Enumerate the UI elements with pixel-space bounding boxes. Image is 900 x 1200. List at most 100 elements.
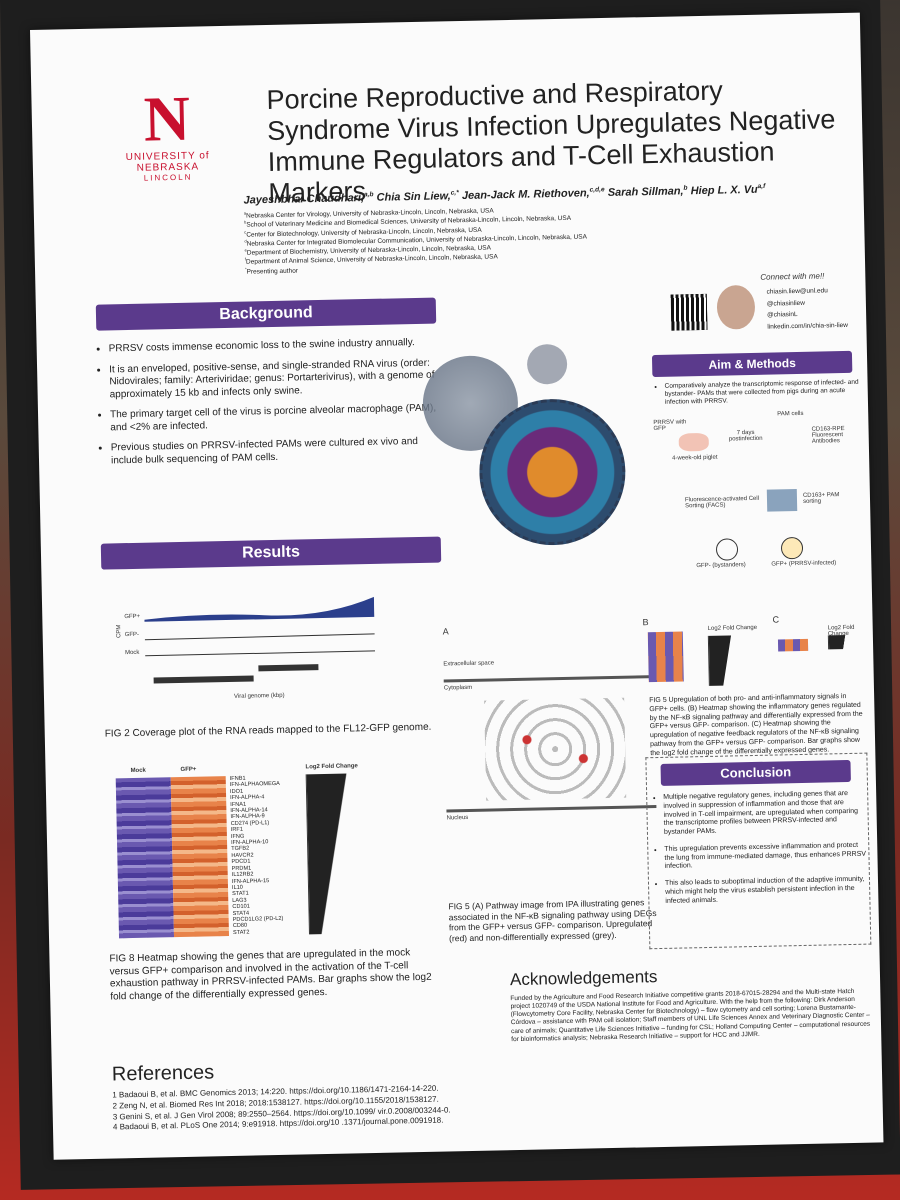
contact-list: chiasin.liew@unl.edu @chiasinliew @chiasin… <box>767 285 849 333</box>
ack-heading: Acknowledgements <box>509 967 658 990</box>
author-sup: c,d,e <box>589 186 605 194</box>
track-label: Mock <box>125 649 140 657</box>
heatmap <box>115 777 175 939</box>
references-heading: References <box>111 1061 215 1086</box>
methods-diagram: PRRSV with GFP 4-week-old piglet 7 days … <box>653 408 857 592</box>
fold-change-bars <box>707 635 750 686</box>
membrane <box>443 675 654 683</box>
track-line <box>144 633 375 641</box>
logo: N UNIVERSITY of NEBRASKA LINCOLN <box>91 82 243 184</box>
gene-list: IFNB1 IFN-ALPHAOMEGA IDO1 IFN-ALPHA-4 IFNA1 I… <box>230 775 284 936</box>
diagram-label: CD163-RPE Fluorescent Antibodies <box>811 426 845 445</box>
virus-illustration <box>526 343 568 385</box>
contact-box: Connect with me!! chiasin.liew@unl.edu @c… <box>670 271 861 345</box>
fig8-plot: Mock GFP+ IFNB1 IFN-ALPHAOMEGA IDO1 IFN-ALP… <box>105 762 409 943</box>
affiliation-text: Presenting author <box>246 267 299 276</box>
fig5bc-caption: FIG 5 Upregulation of both pro- and anti… <box>649 693 863 757</box>
author: Chia Sin Liew,c,* <box>376 189 462 204</box>
aim-heading: Aim & Methods <box>651 350 853 378</box>
piglet-icon <box>678 432 709 452</box>
heatmap <box>170 776 230 938</box>
aim-bullet: Comparatively analyze the transcriptomic… <box>665 379 865 408</box>
qr-code <box>670 293 708 331</box>
gene-label: IFN-ALPHAOMEGA <box>229 781 280 789</box>
author-sup: a,f <box>757 182 766 190</box>
bar-title: Log2 Fold Change <box>305 763 358 771</box>
logo-letter: N <box>143 82 191 155</box>
author-sup: c,* <box>450 189 459 197</box>
gene-label: STAT2 <box>232 929 250 936</box>
conclusion-bullet: Multiple negative regulatory genes, incl… <box>663 790 869 838</box>
author-name: Jayeshbhai Chaudhari, <box>243 191 365 207</box>
track-line <box>145 650 376 657</box>
coverage-svg <box>144 596 376 657</box>
compartment-label: Extracellular space <box>443 660 495 668</box>
panel-label: B <box>642 617 649 628</box>
panel-label: A <box>442 626 449 637</box>
conclusion-bullet: This also leads to suboptimal induction … <box>665 876 871 907</box>
pathway-diagram: Extracellular space Cytoplasm Nucleus <box>443 637 658 866</box>
cell-icon <box>715 538 739 561</box>
fig2-caption: FIG 2 Coverage plot of the RNA reads map… <box>104 721 432 740</box>
author-name: Sarah Sillman, <box>607 185 684 199</box>
diagram-label: 7 days postinfection <box>728 429 763 443</box>
logo-name: UNIVERSITY of NEBRASKA <box>125 150 210 174</box>
facs-icon <box>766 489 798 512</box>
track-label: GFP- <box>124 631 140 639</box>
diagram-label: PAM cells <box>777 410 804 418</box>
panel-label: C <box>772 614 780 625</box>
author-name: Hiep L. X. Vu <box>690 183 758 197</box>
virus-illustration <box>477 397 627 547</box>
fold-change-bars <box>305 772 380 935</box>
author-sup: b <box>683 184 688 192</box>
diagram-label: PRRSV with GFP <box>653 419 687 433</box>
coverage-area <box>144 596 375 622</box>
diagram-label: GFP- (bystanders) <box>696 562 746 570</box>
axis-label: Viral genome (kbp) <box>233 692 285 700</box>
background-heading: Background <box>95 297 437 331</box>
diagram-label: CD163+ PAM sorting <box>802 492 840 505</box>
track-label: GFP+ <box>124 613 141 621</box>
results-heading: Results <box>100 536 442 570</box>
pathway-nodes <box>484 697 627 801</box>
background-bullet: Previous studies on PRRSV-infected PAMs … <box>111 435 441 467</box>
cell-icon <box>780 536 804 560</box>
ack-text: Funded by the Agriculture and Food Resea… <box>510 987 871 1043</box>
conclusion-box: Conclusion Multiple negative regulatory … <box>645 752 872 950</box>
bar-title: Log2 Fold Change <box>707 624 758 632</box>
logo-campus: LINCOLN <box>143 172 193 183</box>
background-bullet: It is an enveloped, positive-sense, and … <box>109 357 440 401</box>
heatmap <box>647 631 684 683</box>
references-list: 1 Badaoui B, et al. BMC Genomics 2013; 1… <box>112 1082 533 1134</box>
nuclear-membrane <box>446 805 657 813</box>
conclusion-heading: Conclusion <box>660 759 851 786</box>
poster: N UNIVERSITY of NEBRASKA LINCOLN Porcine… <box>30 12 884 1160</box>
author-sup: a,b <box>363 190 374 199</box>
background-bullet: The primary target cell of the virus is … <box>110 402 440 434</box>
fig5a-caption: FIG 5 (A) Pathway image from IPA illustr… <box>448 897 657 944</box>
heatmap <box>777 638 809 652</box>
author: Sarah Sillman,b <box>607 184 691 199</box>
fig2-plot: CPM GFP+ GFP- Mock Viral genome (kbp) <box>112 583 384 709</box>
fold-change-bars <box>827 634 860 650</box>
diagram-label: GFP+ (PRRSV-infected) <box>771 560 837 568</box>
author: Hiep L. X. Vua,f <box>691 183 766 197</box>
diagram-label: 4-week-old piglet <box>672 454 718 462</box>
contact-heading: Connect with me!! <box>760 271 825 282</box>
author-name: Chia Sin Liew, <box>376 189 451 204</box>
background-bullet: PRRSV costs immense economic loss to the… <box>109 337 439 356</box>
group-label: Mock <box>130 767 146 775</box>
group-label: GFP+ <box>180 766 197 774</box>
background-list: PRRSV costs immense economic loss to the… <box>97 337 442 476</box>
compartment-label: Nucleus <box>446 814 469 822</box>
contact-item: linkedin.com/in/chia-sin-liew <box>767 321 849 331</box>
gene-block <box>153 675 254 684</box>
gene-block <box>258 664 319 672</box>
fig8-caption: FIG 8 Heatmap showing the genes that are… <box>109 947 432 1003</box>
affiliations: aNebraska Center for Virology, Universit… <box>244 204 605 276</box>
axis-label: CPM <box>116 624 123 638</box>
compartment-label: Cytoplasm <box>443 684 473 692</box>
conclusion-list: Multiple negative regulatory genes, incl… <box>651 790 870 915</box>
conclusion-bullet: This upregulation prevents excessive inf… <box>664 841 870 872</box>
